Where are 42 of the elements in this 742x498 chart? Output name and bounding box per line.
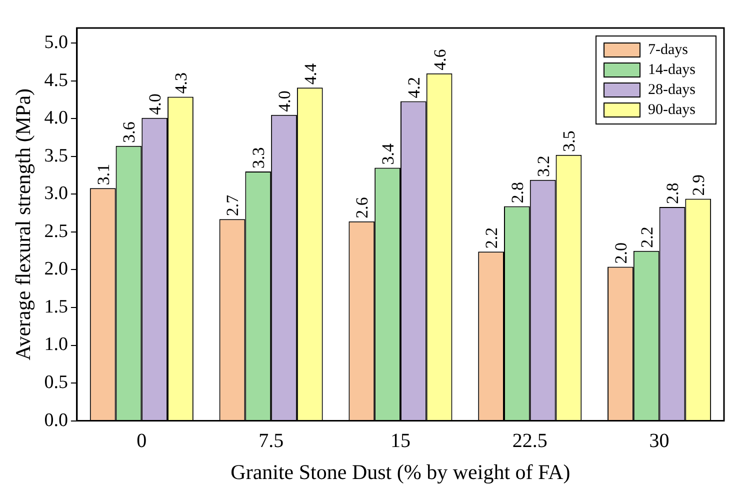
- x-axis-title: Granite Stone Dust (% by weight of FA): [230, 460, 570, 484]
- y-tick-label: 5.0: [44, 32, 68, 54]
- data-label: 2.2: [637, 226, 656, 248]
- y-tick-label: 3.0: [44, 183, 68, 204]
- y-tick-label: 1.5: [44, 296, 68, 318]
- y-tick-label: 0.5: [44, 372, 68, 394]
- data-label: 3.2: [534, 156, 553, 177]
- x-tick-label: 7.5: [258, 430, 284, 452]
- legend-label: 90-days: [648, 102, 696, 118]
- data-label: 4.0: [146, 94, 165, 115]
- y-tick-label: 2.5: [44, 220, 68, 242]
- data-label: 3.4: [378, 142, 398, 165]
- legend-label: 14-days: [648, 62, 696, 78]
- data-label: 4.4: [300, 62, 320, 85]
- x-tick-label: 30: [649, 430, 670, 452]
- legend-label: 28-days: [648, 82, 696, 98]
- data-label: 2.0: [611, 242, 630, 264]
- data-label: 2.8: [508, 182, 527, 204]
- y-tick-label: 2.0: [44, 258, 68, 280]
- data-label: 3.3: [249, 147, 268, 169]
- data-label: 4.6: [430, 49, 450, 70]
- data-label: 3.1: [94, 164, 113, 186]
- data-label: 2.8: [663, 182, 682, 204]
- data-label: 4.0: [275, 90, 294, 112]
- data-label: 2.7: [223, 194, 242, 216]
- legend-label: 7-days: [648, 42, 688, 58]
- data-label: 3.5: [560, 130, 579, 152]
- y-axis-title: Average flexural strength (MPa): [11, 88, 36, 360]
- y-tick-label: 1.0: [44, 334, 68, 356]
- data-label: 4.3: [171, 72, 190, 94]
- data-label: 2.2: [482, 227, 502, 249]
- data-label: 4.2: [404, 77, 424, 98]
- data-label: 2.9: [689, 174, 708, 196]
- x-tick-label: 22.5: [512, 430, 548, 452]
- y-tick-label: 0.0: [44, 410, 68, 431]
- x-tick-label: 15: [390, 430, 410, 452]
- data-label: 3.6: [120, 122, 139, 143]
- x-tick-label: 0: [136, 430, 147, 452]
- y-tick-label: 4.0: [44, 108, 68, 129]
- y-tick-label: 3.5: [44, 145, 68, 166]
- data-label: 2.6: [352, 197, 372, 218]
- y-tick-label: 4.5: [44, 70, 68, 91]
